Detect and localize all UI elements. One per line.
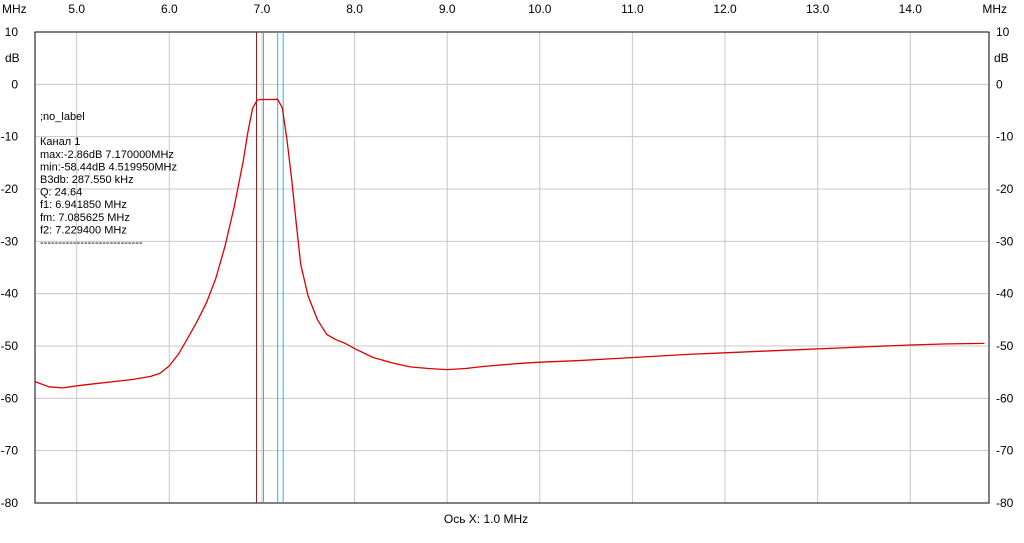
x-unit-label-right: MHz bbox=[982, 2, 1007, 16]
y-tick-label-right: -70 bbox=[996, 444, 1014, 458]
series-layer bbox=[34, 98, 985, 389]
y-tick-label: -80 bbox=[1, 496, 19, 510]
x-tick-label: 12.0 bbox=[713, 2, 737, 16]
axis-frame bbox=[34, 31, 990, 504]
series-line bbox=[34, 98, 985, 389]
y-unit-label-left: dB bbox=[5, 51, 20, 65]
info-line: f1: 6.941850 MHz bbox=[40, 199, 127, 211]
info-line: ;no_label bbox=[40, 111, 85, 123]
info-line: ---------------------------- bbox=[40, 237, 143, 249]
y-tick-label: -60 bbox=[1, 391, 19, 405]
x-tick-label: 10.0 bbox=[528, 2, 552, 16]
y-unit-label-right: dB bbox=[994, 51, 1009, 65]
x-tick-label: 13.0 bbox=[806, 2, 830, 16]
y-tick-label: -50 bbox=[1, 339, 19, 353]
y-tick-label-right: -60 bbox=[996, 391, 1014, 405]
y-tick-label: 10 bbox=[5, 25, 19, 39]
x-tick-labels: 5.0 6.0 7.0 8.0 9.0 10.0 11.0 12.0 13.0 14.0 bbox=[68, 2, 922, 16]
x-tick-label: 5.0 bbox=[68, 2, 85, 16]
y-tick-label: 0 bbox=[11, 77, 18, 91]
info-line: f2: 7.229400 MHz bbox=[40, 224, 127, 236]
y-tick-label-right: -80 bbox=[996, 496, 1014, 510]
x-tick-label: 11.0 bbox=[621, 2, 644, 16]
x-axis-caption: Ось X: 1.0 MHz bbox=[444, 512, 528, 526]
info-line: Канал 1 bbox=[40, 136, 80, 148]
x-tick-label: 8.0 bbox=[346, 2, 363, 16]
plot-frame bbox=[34, 31, 990, 504]
x-tick-label: 7.0 bbox=[254, 2, 271, 16]
y-tick-label: -20 bbox=[1, 182, 19, 196]
info-line: min:-58.44dB 4.519950MHz bbox=[40, 161, 177, 173]
x-tick-label: 6.0 bbox=[161, 2, 178, 16]
x-tick-label: 14.0 bbox=[899, 2, 923, 16]
y-tick-label-right: -10 bbox=[996, 130, 1014, 144]
y-tick-label-right: 0 bbox=[996, 77, 1003, 91]
y-tick-label-right: -40 bbox=[996, 287, 1014, 301]
info-line: max:-2.86dB 7.170000MHz bbox=[40, 149, 174, 161]
y-tick-label: -70 bbox=[1, 444, 19, 458]
info-line: B3db: 287.550 kHz bbox=[40, 174, 134, 186]
y-tick-label: -40 bbox=[1, 287, 19, 301]
grid-layer bbox=[35, 31, 989, 504]
y-tick-label-right: -50 bbox=[996, 339, 1014, 353]
y-tick-label: -10 bbox=[1, 130, 19, 144]
info-line: Q: 24.64 bbox=[40, 187, 82, 199]
y-tick-labels-left: 10 0 -10 -20 -30 -40 -50 -60 -70 -80 bbox=[1, 25, 19, 510]
x-tick-label: 9.0 bbox=[439, 2, 456, 16]
x-unit-label: MHz bbox=[2, 2, 27, 16]
y-tick-label-right: -20 bbox=[996, 182, 1014, 196]
y-tick-label-right: -30 bbox=[996, 234, 1014, 248]
y-tick-label: -30 bbox=[1, 234, 19, 248]
info-line: fm: 7.085625 MHz bbox=[40, 212, 130, 224]
y-tick-labels-right: 10 0 -10 -20 -30 -40 -50 -60 -70 -80 bbox=[996, 25, 1014, 510]
y-tick-label-right: 10 bbox=[996, 25, 1010, 39]
